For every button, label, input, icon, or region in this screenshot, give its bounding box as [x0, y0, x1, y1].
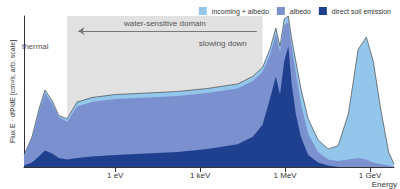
svg-text:1 GeV: 1 GeV: [359, 171, 382, 180]
svg-text:Flux E · dΦ/dE [cm²/s, arb. sc: Flux E · dΦ/dE [cm²/s, arb. scale]: [9, 40, 17, 143]
svg-text:incoming + albedo: incoming + albedo: [212, 8, 269, 16]
svg-text:1 eV: 1 eV: [107, 171, 124, 180]
svg-text:albedo: albedo: [290, 8, 311, 15]
svg-text:slowing down: slowing down: [199, 39, 247, 48]
svg-text:water-sensitive domain: water-sensitive domain: [123, 19, 206, 28]
svg-text:direct soil emission: direct soil emission: [332, 8, 391, 15]
svg-text:1 keV: 1 keV: [190, 171, 211, 180]
svg-text:1 MeV: 1 MeV: [274, 171, 298, 180]
svg-text:thermal: thermal: [22, 42, 49, 51]
svg-text:Energy: Energy: [372, 180, 397, 189]
